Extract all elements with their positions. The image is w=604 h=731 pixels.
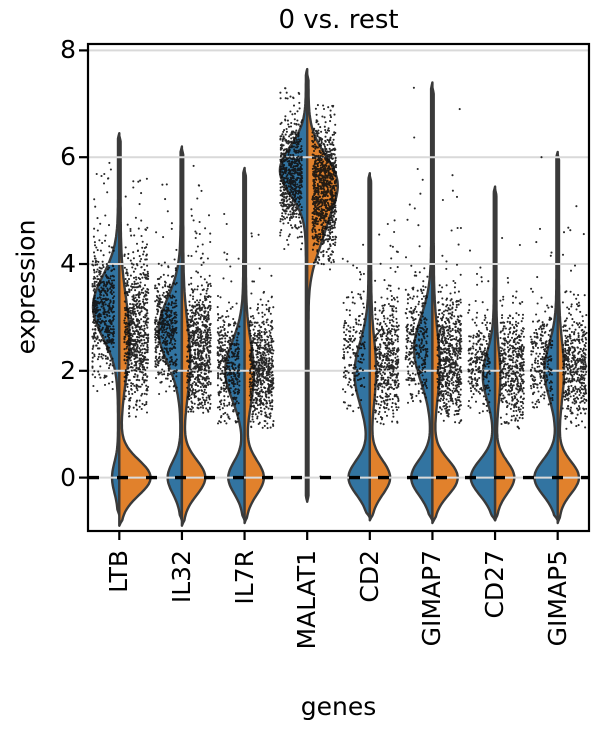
- scatter-GIMAP7-group0: [404, 86, 429, 404]
- x-tick-label-LTB: LTB: [104, 550, 134, 593]
- scatter-GIMAP5-group0: [529, 156, 554, 409]
- violin-CD27-rest: [493, 188, 516, 522]
- scatter-LTB-group0: [91, 161, 116, 393]
- y-tick-label-4: 4: [60, 249, 76, 278]
- x-tick-label-CD2: CD2: [354, 550, 384, 603]
- violin-IL7R-rest: [243, 169, 266, 525]
- violin-GIMAP7-rest: [431, 86, 459, 525]
- scatter-LTB-rest: [123, 177, 150, 418]
- scatter-GIMAP7-rest: [436, 108, 463, 424]
- scatter-CD27-rest: [499, 236, 525, 430]
- scatter-MALAT1-rest: [311, 104, 338, 478]
- y-tick-label-6: 6: [60, 142, 76, 172]
- violin-CD2-group0: [347, 172, 371, 519]
- violin-GIMAP5-rest: [556, 153, 581, 525]
- axes-spines: [86, 42, 591, 533]
- chart-title: 0 vs. rest: [278, 5, 399, 35]
- scatter-IL7R-rest: [248, 232, 275, 430]
- scatter-IL32-group0: [153, 183, 178, 396]
- x-tick-label-CD27: CD27: [480, 550, 510, 619]
- scatter-GIMAP5-rest: [561, 205, 588, 430]
- x-tick-label-GIMAP5: GIMAP5: [542, 550, 572, 647]
- scatter-CD2-rest: [373, 219, 400, 426]
- y-tick-label-2: 2: [60, 355, 76, 385]
- y-tick-label-0: 0: [60, 462, 76, 492]
- x-axis-label: genes: [300, 692, 377, 721]
- scatter-CD2-group0: [341, 243, 366, 413]
- x-tick-label-IL7R: IL7R: [229, 550, 259, 605]
- scatter-MALAT1-group0: [279, 87, 304, 251]
- y-axis-label: expression: [11, 219, 41, 355]
- x-tick-label-MALAT1: MALAT1: [292, 550, 322, 650]
- scatter-IL32-rest: [186, 164, 212, 414]
- x-tick-label-GIMAP7: GIMAP7: [417, 550, 447, 647]
- scatter-CD27-group0: [467, 249, 492, 415]
- y-tick-label-8: 8: [60, 35, 76, 65]
- violin-GIMAP7-group0: [410, 81, 434, 522]
- x-tick-label-IL32: IL32: [166, 550, 196, 604]
- violin-GIMAP5-group0: [533, 150, 559, 522]
- scatter-IL7R-group0: [216, 212, 241, 425]
